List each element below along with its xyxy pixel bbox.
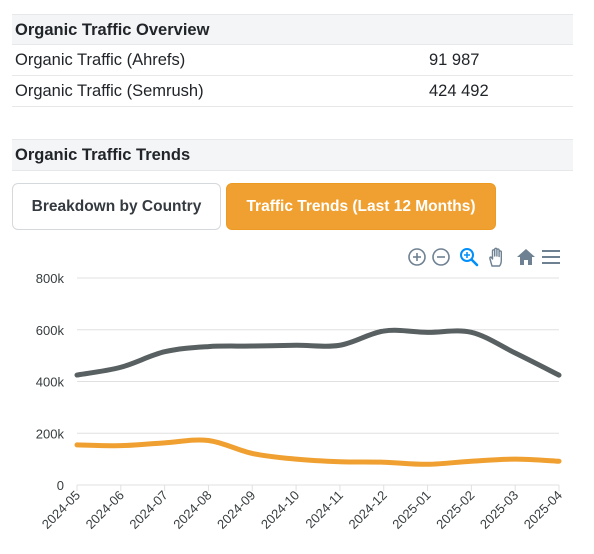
y-tick-label: 800k: [36, 271, 65, 286]
overview-row-ahrefs: Organic Traffic (Ahrefs) 91 987: [12, 45, 573, 76]
overview-row-value: 424 492: [429, 82, 489, 100]
x-tick-label: 2024-10: [258, 488, 302, 532]
overview-row-label: Organic Traffic (Ahrefs): [15, 51, 186, 69]
pan-hand-icon[interactable]: [485, 246, 507, 268]
x-tick-label: 2024-05: [39, 488, 83, 532]
x-tick-label: 2024-07: [126, 488, 170, 532]
organic-traffic-overview: Organic Traffic Overview Organic Traffic…: [12, 14, 573, 107]
series-line-0: [74, 327, 562, 378]
x-tick-label: 2024-06: [83, 488, 127, 532]
x-tick-label: 2025-01: [389, 488, 433, 532]
overview-row-label: Organic Traffic (Semrush): [15, 82, 204, 100]
overview-row-semrush: Organic Traffic (Semrush) 424 492: [12, 76, 573, 107]
tab-breakdown-by-country[interactable]: Breakdown by Country: [12, 183, 221, 230]
series-line-1: [74, 437, 562, 467]
home-reset-icon[interactable]: [515, 246, 537, 268]
x-tick-label: 2024-11: [302, 488, 346, 532]
x-tick-label: 2024-08: [170, 488, 214, 532]
y-tick-label: 200k: [36, 426, 65, 441]
x-tick-label: 2025-03: [477, 488, 521, 532]
zoom-in-icon[interactable]: [406, 246, 428, 268]
trends-section-title: Organic Traffic Trends: [12, 139, 573, 171]
x-tick-label: 2025-02: [433, 488, 477, 532]
x-tick-label: 2024-09: [214, 488, 258, 532]
x-tick-label: 2024-12: [345, 488, 389, 532]
zoom-out-icon[interactable]: [430, 246, 452, 268]
overview-row-value: 91 987: [429, 51, 480, 69]
x-tick-label: 2025-04: [521, 488, 565, 532]
zoom-selection-icon[interactable]: [458, 246, 480, 268]
y-tick-label: 600k: [36, 323, 65, 338]
tab-traffic-trends[interactable]: Traffic Trends (Last 12 Months): [226, 183, 496, 230]
y-tick-label: 400k: [36, 375, 65, 390]
menu-icon[interactable]: [540, 246, 562, 268]
y-tick-label: 0: [57, 478, 64, 493]
overview-title: Organic Traffic Overview: [12, 14, 573, 45]
